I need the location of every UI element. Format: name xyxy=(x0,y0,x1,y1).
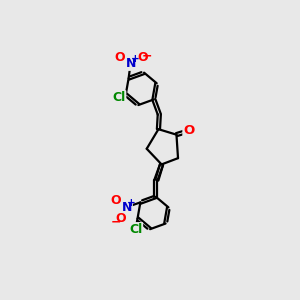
Text: Cl: Cl xyxy=(112,91,125,104)
Text: O: O xyxy=(183,124,195,137)
Text: Cl: Cl xyxy=(129,223,142,236)
Text: +: + xyxy=(127,198,136,208)
Text: O: O xyxy=(137,51,148,64)
Text: −: − xyxy=(110,215,121,229)
Text: O: O xyxy=(114,51,125,64)
Text: O: O xyxy=(110,194,121,207)
Text: O: O xyxy=(116,212,126,225)
Text: −: − xyxy=(142,50,153,63)
Text: N: N xyxy=(122,201,132,214)
Text: +: + xyxy=(131,55,140,64)
Text: N: N xyxy=(125,57,136,70)
